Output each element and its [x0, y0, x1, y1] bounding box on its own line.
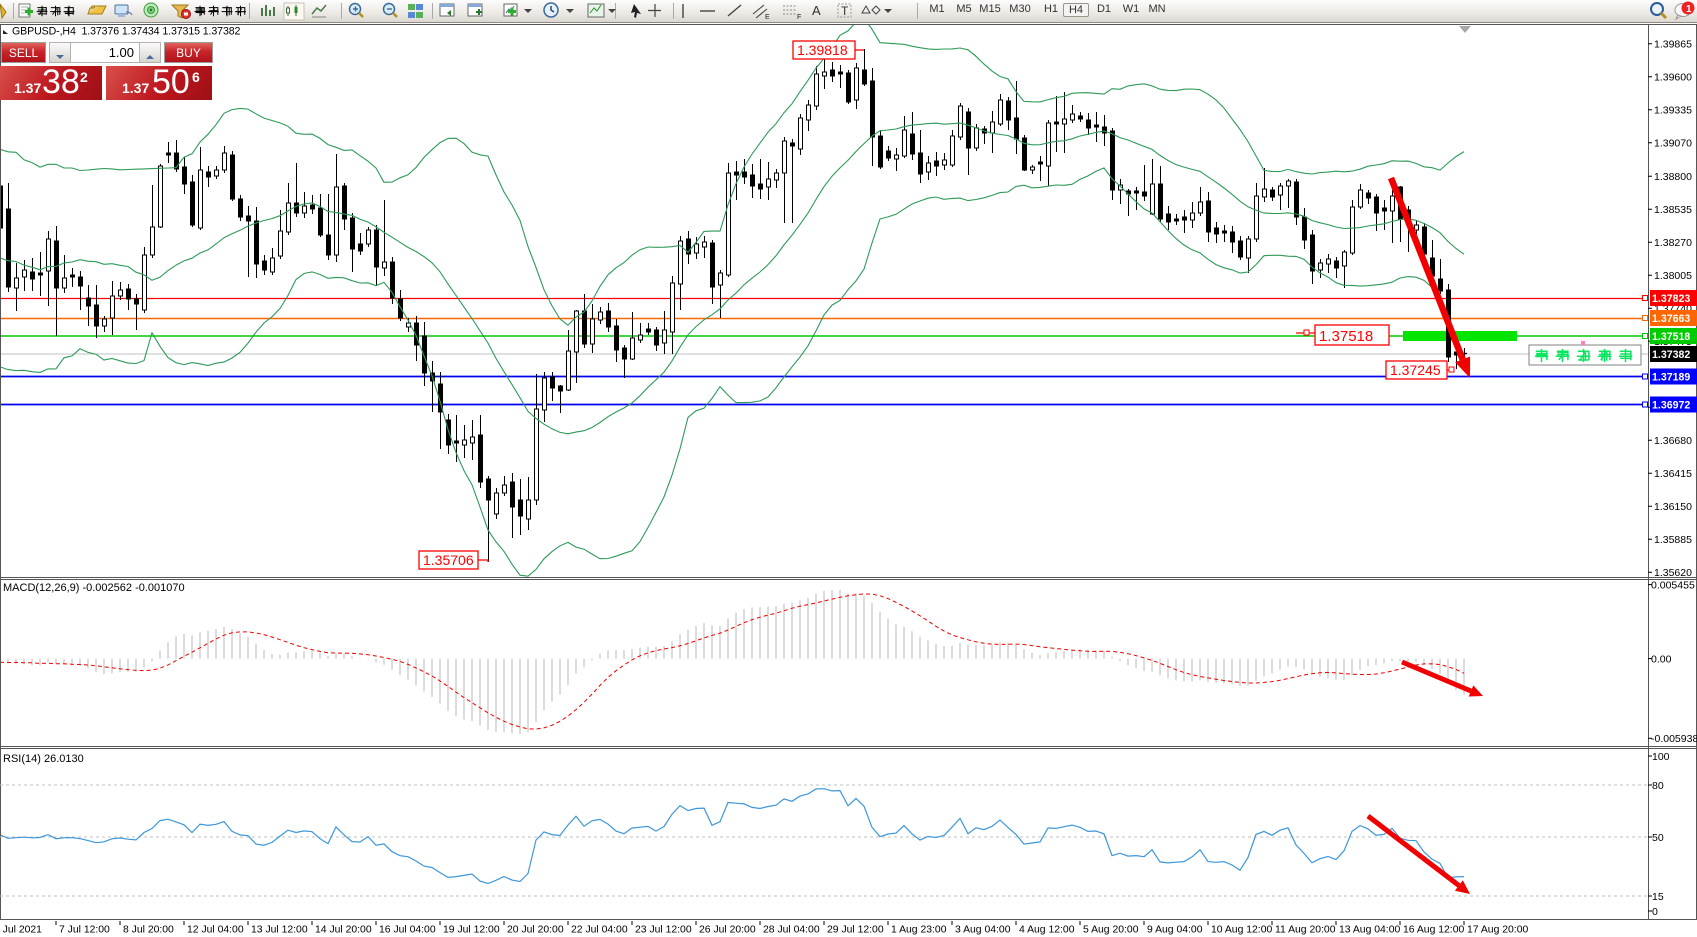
svg-text:1.37382: 1.37382 — [1652, 349, 1690, 361]
svg-text:9 Aug 04:00: 9 Aug 04:00 — [1147, 925, 1203, 936]
svg-text:RSI(14) 26.0130: RSI(14) 26.0130 — [3, 753, 84, 765]
svg-text:1.38800: 1.38800 — [1654, 171, 1692, 183]
svg-text:1.35620: 1.35620 — [1654, 567, 1692, 579]
svg-text:5 Jul 2021: 5 Jul 2021 — [0, 925, 42, 936]
svg-text:5 Aug 20:00: 5 Aug 20:00 — [1083, 925, 1139, 936]
svg-text:1.37663: 1.37663 — [1652, 313, 1690, 325]
svg-text:17 Aug 20:00: 17 Aug 20:00 — [1467, 925, 1528, 936]
svg-text:1.37823: 1.37823 — [1652, 293, 1690, 305]
svg-text:1.38535: 1.38535 — [1654, 204, 1692, 216]
svg-text:14 Jul 20:00: 14 Jul 20:00 — [315, 925, 372, 936]
svg-text:MACD(12,26,9) -0.002562 -0.001: MACD(12,26,9) -0.002562 -0.001070 — [3, 582, 185, 594]
svg-text:1.35885: 1.35885 — [1654, 534, 1692, 546]
svg-text:80: 80 — [1652, 780, 1664, 792]
svg-text:0: 0 — [1652, 906, 1658, 918]
svg-text:20 Jul 20:00: 20 Jul 20:00 — [507, 925, 564, 936]
svg-text:0.005455: 0.005455 — [1651, 579, 1695, 591]
svg-text:8 Jul 20:00: 8 Jul 20:00 — [123, 925, 174, 936]
svg-text:13 Aug 04:00: 13 Aug 04:00 — [1339, 925, 1400, 936]
svg-text:0.00: 0.00 — [1651, 653, 1672, 665]
svg-text:F: F — [797, 14, 801, 21]
svg-text:1.37518: 1.37518 — [1319, 328, 1373, 345]
svg-text:28 Jul 04:00: 28 Jul 04:00 — [763, 925, 820, 936]
svg-text:1.36972: 1.36972 — [1652, 400, 1690, 412]
svg-text:GBPUSD-,H4 1.37376 1.37434 1.: GBPUSD-,H4 1.37376 1.37434 1.37315 1.373… — [12, 26, 241, 38]
svg-text:22 Jul 04:00: 22 Jul 04:00 — [571, 925, 628, 936]
svg-text:A: A — [812, 3, 821, 18]
svg-text:E: E — [765, 14, 770, 21]
svg-text:1.36415: 1.36415 — [1654, 468, 1692, 480]
svg-text:3 Aug 04:00: 3 Aug 04:00 — [955, 925, 1011, 936]
svg-text:12 Jul 04:00: 12 Jul 04:00 — [187, 925, 244, 936]
svg-text:1.38270: 1.38270 — [1654, 237, 1692, 249]
svg-text:1 Aug 23:00: 1 Aug 23:00 — [891, 925, 947, 936]
svg-text:16 Aug 12:00: 16 Aug 12:00 — [1403, 925, 1464, 936]
svg-text:26 Jul 20:00: 26 Jul 20:00 — [699, 925, 756, 936]
svg-text:1.39070: 1.39070 — [1654, 138, 1692, 150]
svg-text:15: 15 — [1652, 891, 1664, 903]
svg-text:1.38005: 1.38005 — [1654, 270, 1692, 282]
svg-text:1.37189: 1.37189 — [1652, 372, 1690, 384]
svg-text:1.36680: 1.36680 — [1654, 435, 1692, 447]
svg-text:4 Aug 12:00: 4 Aug 12:00 — [1019, 925, 1075, 936]
svg-text:1.39600: 1.39600 — [1654, 72, 1692, 84]
svg-text:1.39865: 1.39865 — [1654, 39, 1692, 51]
svg-text:1.39335: 1.39335 — [1654, 105, 1692, 117]
svg-text:1.36150: 1.36150 — [1654, 501, 1692, 513]
svg-text:1: 1 — [1686, 4, 1692, 15]
svg-text:T: T — [841, 4, 849, 18]
svg-text:-0.005938: -0.005938 — [1651, 733, 1697, 745]
svg-text:1.39818: 1.39818 — [797, 42, 848, 58]
svg-text:50: 50 — [1652, 832, 1664, 844]
svg-text:1.35706: 1.35706 — [423, 552, 474, 568]
svg-text:23 Jul 12:00: 23 Jul 12:00 — [635, 925, 692, 936]
svg-text:13 Jul 12:00: 13 Jul 12:00 — [251, 925, 308, 936]
svg-text:1.37245: 1.37245 — [1390, 362, 1441, 378]
svg-text:1.37518: 1.37518 — [1652, 331, 1690, 343]
svg-text:19 Jul 12:00: 19 Jul 12:00 — [443, 925, 500, 936]
svg-text:29 Jul 12:00: 29 Jul 12:00 — [827, 925, 884, 936]
svg-text:11 Aug 20:00: 11 Aug 20:00 — [1275, 925, 1336, 936]
svg-text:16 Jul 04:00: 16 Jul 04:00 — [379, 925, 436, 936]
svg-text:7 Jul 12:00: 7 Jul 12:00 — [59, 925, 110, 936]
svg-text:10 Aug 12:00: 10 Aug 12:00 — [1211, 925, 1272, 936]
svg-text:100: 100 — [1652, 751, 1670, 763]
